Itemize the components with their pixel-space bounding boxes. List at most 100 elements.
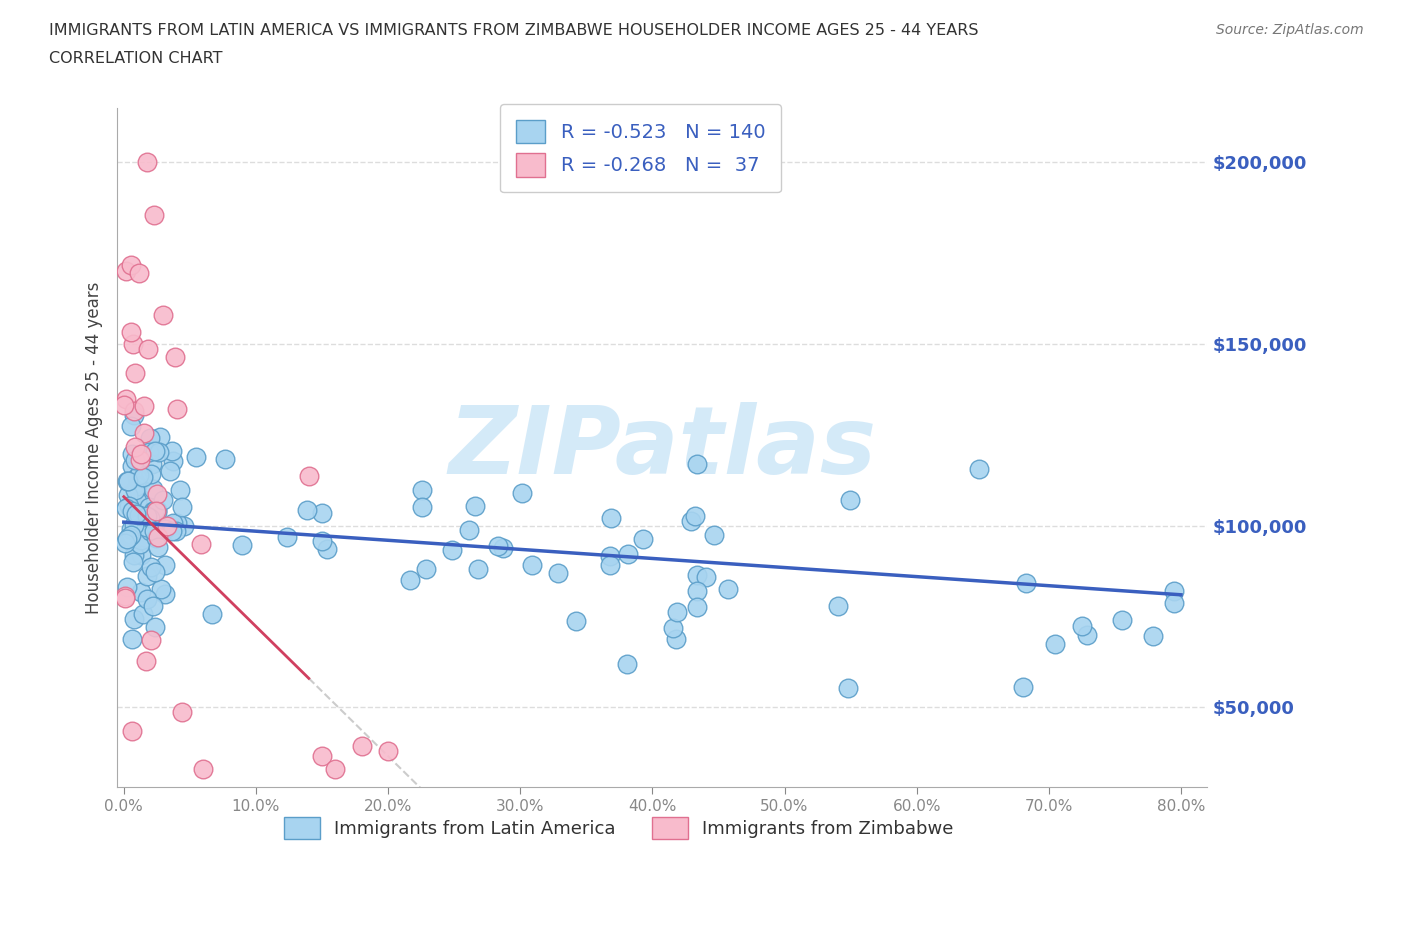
Point — [1163, 595, 1185, 610]
Point — [1163, 583, 1185, 598]
Point — [166, 515, 188, 530]
Point — [149, 430, 172, 445]
Point — [666, 604, 689, 619]
Point — [138, 499, 160, 514]
Point — [160, 444, 183, 458]
Point — [170, 499, 193, 514]
Point — [115, 473, 138, 488]
Point — [146, 486, 169, 501]
Point — [153, 522, 176, 537]
Point — [1076, 628, 1098, 643]
Point — [114, 591, 136, 605]
Point — [686, 584, 709, 599]
Point — [125, 470, 148, 485]
Point — [311, 749, 333, 764]
Point — [138, 445, 160, 459]
Point — [121, 504, 143, 519]
Point — [145, 526, 167, 541]
Point — [145, 530, 167, 545]
Point — [411, 499, 433, 514]
Point — [121, 724, 143, 738]
Point — [136, 342, 159, 357]
Point — [142, 504, 165, 519]
Point — [124, 483, 146, 498]
Point — [112, 397, 135, 412]
Point — [135, 591, 157, 606]
Point — [298, 469, 321, 484]
Point — [510, 485, 533, 500]
Point — [599, 557, 621, 572]
Point — [145, 505, 167, 520]
Point — [121, 631, 143, 646]
Point — [717, 582, 740, 597]
Point — [139, 559, 162, 574]
Point — [146, 530, 169, 545]
Point — [122, 337, 145, 352]
Point — [132, 467, 155, 482]
Point — [128, 508, 150, 523]
Point — [136, 512, 159, 527]
Point — [214, 451, 236, 466]
Point — [135, 520, 157, 535]
Point — [125, 493, 148, 508]
Point — [118, 530, 141, 545]
Point — [162, 515, 184, 530]
Point — [839, 493, 862, 508]
Point — [685, 508, 707, 523]
Point — [117, 473, 139, 488]
Point — [122, 612, 145, 627]
Point — [132, 471, 155, 485]
Point — [152, 492, 174, 507]
Point — [411, 482, 433, 497]
Point — [139, 633, 162, 648]
Point — [316, 542, 339, 557]
Point — [124, 452, 146, 467]
Point — [662, 620, 685, 635]
Point — [311, 505, 333, 520]
Point — [153, 586, 176, 601]
Point — [127, 479, 149, 494]
Point — [486, 538, 509, 553]
Point — [115, 579, 138, 594]
Point — [458, 523, 481, 538]
Point — [350, 738, 373, 753]
Text: CORRELATION CHART: CORRELATION CHART — [49, 51, 222, 66]
Point — [136, 509, 159, 524]
Point — [135, 155, 157, 170]
Point — [297, 503, 319, 518]
Point — [190, 537, 212, 551]
Point — [143, 444, 166, 458]
Point — [118, 498, 141, 513]
Point — [441, 543, 464, 558]
Point — [121, 528, 143, 543]
Point — [142, 208, 165, 223]
Point — [148, 540, 170, 555]
Point — [139, 467, 162, 482]
Point — [145, 565, 167, 580]
Point — [120, 325, 142, 339]
Point — [616, 658, 638, 672]
Point — [120, 418, 142, 433]
Point — [1012, 680, 1035, 695]
Point — [125, 506, 148, 521]
Point — [827, 599, 849, 614]
Point — [132, 493, 155, 508]
Point — [139, 431, 162, 445]
Point — [201, 606, 224, 621]
Point — [377, 744, 399, 759]
Point — [153, 557, 176, 572]
Point — [129, 446, 152, 461]
Point — [967, 461, 990, 476]
Point — [631, 531, 654, 546]
Point — [522, 558, 544, 573]
Point — [143, 619, 166, 634]
Point — [173, 519, 195, 534]
Point — [415, 562, 437, 577]
Point — [142, 598, 165, 613]
Point — [464, 498, 486, 513]
Point — [128, 467, 150, 482]
Point — [114, 500, 136, 515]
Point — [1111, 613, 1133, 628]
Point — [141, 457, 163, 472]
Point — [492, 541, 515, 556]
